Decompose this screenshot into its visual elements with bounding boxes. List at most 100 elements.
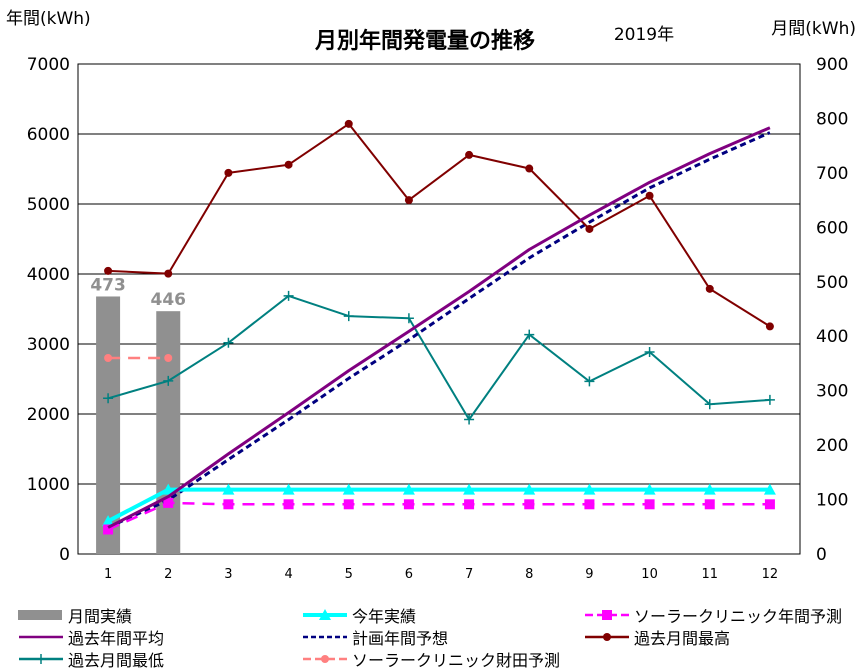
series-5-point [764,394,775,405]
series-3-line [107,131,771,529]
series-0-point [282,483,295,495]
x-tick-label: 8 [525,567,533,582]
legend-swatch [303,609,347,620]
series-1-point [283,499,294,510]
series-5-point [163,375,174,386]
series-0-point [162,483,175,495]
bar-data-label: 473 [90,275,126,295]
chart-title: 月別年間発電量の推移 [314,28,535,54]
x-tick-label: 1 [104,567,112,582]
legend-item: 今年実績 [302,604,416,626]
bar-monthly-actual [96,296,121,554]
legend-item: ソーラークリニック年間予測 [584,604,842,626]
right-tick-label: 900 [816,55,848,75]
series-4-point [404,196,413,205]
series-0-point [763,483,776,495]
legend-swatch [19,635,63,639]
legend-swatch [19,654,63,664]
right-tick-label: 500 [816,273,848,293]
series-4-point [765,322,774,331]
series-1-point [223,499,234,510]
legend-swatch [303,635,347,639]
x-tick-label: 9 [585,567,593,582]
series-6-point [164,354,173,362]
series-0-point [583,483,596,495]
series-4-point [224,168,233,177]
x-tick-label: 3 [224,567,232,582]
legend-label: ソーラークリニック財田予測 [352,651,561,670]
series-4-point [284,160,293,169]
series-4-point [164,269,173,278]
series-4-point [104,266,113,275]
left-tick-label: 3000 [27,335,70,355]
series-4-point [465,150,474,159]
legend-item: 過去月間最高 [584,626,730,648]
series-5-point [704,399,715,410]
series-5-point [103,393,114,404]
series-4-point [585,224,594,233]
series-1-point [644,499,655,510]
series-0-point [523,483,536,495]
series-4-point [645,191,654,200]
right-tick-label: 700 [816,164,848,184]
bar-data-label: 446 [151,290,187,310]
left-tick-label: 7000 [27,55,70,75]
series-0-point [102,515,115,527]
series-6-point [104,354,113,362]
series-5-point [644,347,655,358]
series-0-point [342,483,355,495]
x-tick-label: 6 [405,567,413,582]
series-0-point [222,483,235,495]
x-tick-label: 11 [701,567,718,582]
chart-subtitle: 2019年 [614,25,674,45]
right-tick-label: 600 [816,218,848,238]
series-5-point [343,311,354,322]
right-tick-label: 400 [816,327,848,347]
series-1-point [343,499,354,510]
series-1-point [524,499,535,510]
series-1-point [403,499,414,510]
right-axis-label: 月間(kWh) [771,19,856,39]
legend-item: 過去年間平均 [18,626,164,648]
left-tick-label: 1000 [27,475,70,495]
legend-item: 月間実績 [18,604,132,626]
legend-label: 今年実績 [352,607,417,626]
left-tick-label: 6000 [27,125,70,145]
left-tick-label: 0 [59,545,70,565]
legend-swatch [585,610,629,620]
legend-label: 過去年間平均 [68,629,165,648]
series-4-point [705,284,714,293]
legend-label: ソーラークリニック年間予測 [634,607,843,626]
series-0-point [703,483,716,495]
series-1-point [464,499,475,510]
series-0-point [643,483,656,495]
legend: 月間実績 今年実績 ソーラークリニック年間予測過去年間平均 計画年間予想 過去月間最高過… [18,604,858,670]
right-tick-label: 100 [816,491,848,511]
legend-swatch [585,633,629,641]
series-0-point [402,483,415,495]
legend-item: ソーラークリニック財田予測 [302,648,560,670]
legend-swatch [303,655,347,663]
series-1-point [163,497,174,508]
legend-item: 過去月間最低 [18,648,164,670]
series-5-point [464,414,475,425]
series-1-point [584,499,595,510]
series-5-point [584,376,595,387]
right-tick-label: 0 [816,545,827,565]
right-tick-label: 300 [816,382,848,402]
x-tick-label: 5 [345,567,353,582]
legend-item: 計画年間予想 [302,626,448,648]
series-5-point [223,337,234,348]
x-tick-label: 4 [284,567,292,582]
series-0-point [463,483,476,495]
series-4-point [525,164,534,173]
right-tick-label: 800 [816,109,848,129]
series-5-point [403,313,414,324]
series-2-line [107,126,771,529]
x-tick-label: 7 [465,567,473,582]
x-tick-label: 10 [641,567,658,582]
x-tick-label: 2 [164,567,172,582]
series-5-point [524,329,535,340]
left-tick-label: 5000 [27,195,70,215]
series-4-point [344,119,353,128]
